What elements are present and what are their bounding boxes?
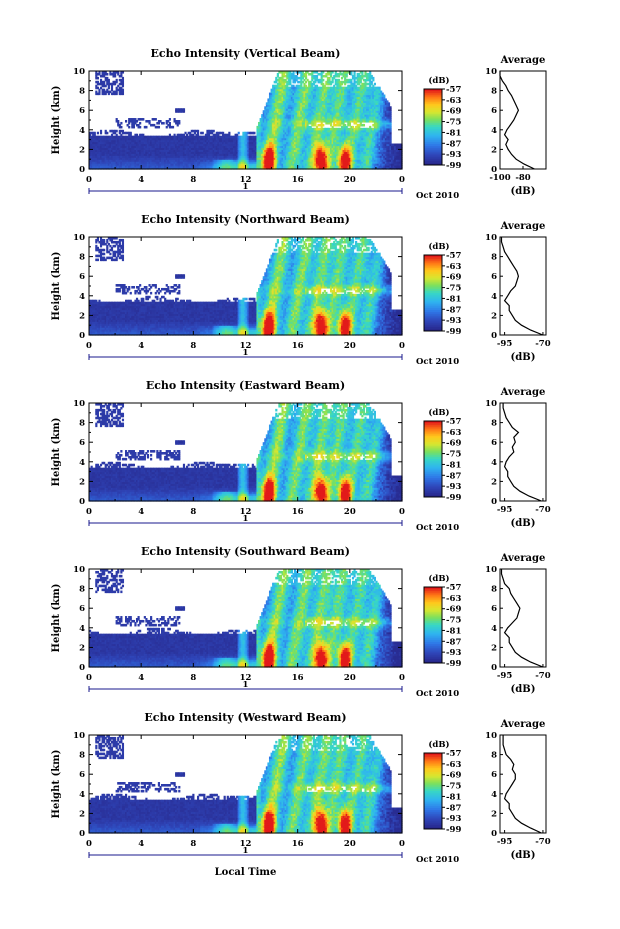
- heatmap-cell: [322, 124, 324, 127]
- heatmap-cell: [125, 120, 127, 123]
- heatmap-cell: [178, 120, 180, 123]
- heatmap-cell: [169, 118, 171, 121]
- heatmap-cell: [142, 118, 144, 121]
- heatmap-cell: [128, 126, 130, 129]
- heatmap-cell: [172, 126, 174, 129]
- heatmap-cell: [238, 132, 240, 135]
- heatmap-cell: [116, 79, 118, 82]
- heatmap-cell: [120, 126, 122, 129]
- heatmap-cell: [139, 126, 141, 129]
- heatmap-cell: [108, 79, 110, 82]
- heatmap-cell: [94, 132, 96, 135]
- heatmap-cell: [106, 132, 108, 135]
- heatmap-cell: [148, 120, 150, 123]
- heatmap-cell: [97, 132, 99, 135]
- heatmap-cell: [228, 132, 230, 135]
- heatmap-cell: [183, 108, 185, 111]
- panel-title: Echo Intensity (Vertical Beam): [150, 47, 340, 60]
- heatmap-cell: [145, 126, 147, 129]
- heatmap-cell: [100, 130, 102, 133]
- heatmap-cell: [120, 122, 122, 125]
- heatmap-cell: [117, 120, 119, 123]
- heatmap-cell: [202, 132, 204, 135]
- heatmap-cell: [322, 79, 324, 82]
- heatmap-field: [89, 71, 403, 170]
- panel-1: Echo Intensity (Vertical Beam)0246810Hei…: [51, 47, 546, 201]
- heatmap-cell: [253, 132, 255, 135]
- heatmap-cell: [130, 132, 132, 135]
- heatmap-cell: [97, 77, 99, 80]
- heatmap-cell: [197, 130, 199, 133]
- heatmap-cell: [122, 77, 124, 80]
- heatmap-cell: [155, 118, 157, 121]
- heatmap-cell: [158, 126, 160, 129]
- heatmap-cell: [122, 89, 124, 92]
- heatmap-cell: [116, 130, 118, 133]
- heatmap-cell: [139, 122, 141, 125]
- heatmap-cell: [163, 122, 165, 125]
- heatmap-cell: [213, 130, 215, 133]
- heatmap-cell: [106, 73, 108, 76]
- heatmap-cell: [169, 122, 171, 125]
